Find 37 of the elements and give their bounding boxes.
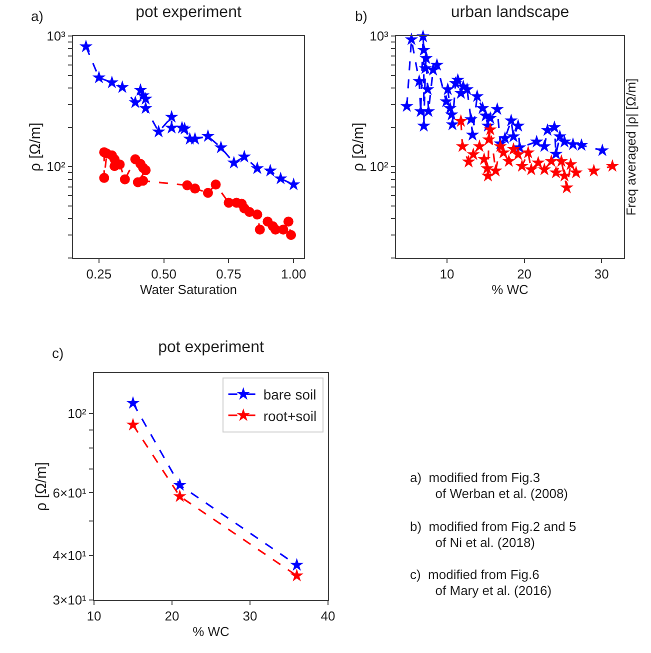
x-tick-label: 0.25 [86, 266, 112, 282]
y-axis-title: ρ [Ω/m] [350, 122, 367, 172]
x-tick-label: 10 [86, 608, 102, 624]
text: b) [355, 8, 368, 24]
x-tick-label: 0.75 [216, 266, 242, 282]
chart-title: pot experiment [136, 4, 242, 22]
x-tick-label: 20 [164, 608, 180, 624]
chart-title: pot experiment [158, 339, 264, 356]
x-axis-title: % WC [192, 624, 230, 640]
y-tick-label: 10² [370, 159, 390, 174]
y-tick-label: 4×10¹ [52, 548, 88, 564]
text: b) modified from Fig.2 and 5 of Ni et al. (2018) [410, 518, 578, 551]
text: a) [31, 8, 44, 24]
x-tick-label: 0.50 [151, 266, 176, 282]
x-axis-title: % WC [492, 282, 528, 298]
y-tick-label: 10³ [370, 28, 390, 44]
y2-axis-title: Freq averaged |ρ| [Ω/m] [624, 78, 639, 216]
y-tick-label: 10² [46, 159, 66, 174]
x-tick-label: 10 [440, 266, 454, 282]
x-tick-label: 1.00 [280, 266, 306, 282]
legend-label: root+soil [263, 408, 317, 424]
x-tick-label: 30 [594, 266, 609, 282]
y-axis-title: ρ [Ω/m] [33, 462, 50, 511]
y-tick-label: 10³ [46, 28, 66, 44]
y-axis-title: ρ [Ω/m] [26, 122, 44, 172]
y-tick-label: 6×10¹ [52, 485, 88, 500]
y-tick-label: 3×10¹ [52, 592, 88, 608]
x-tick-label: 20 [517, 266, 532, 282]
legend-label: bare soil [263, 386, 316, 403]
x-axis-title: Water Saturation [140, 282, 238, 298]
text: c) [52, 345, 64, 361]
text: c) modified from Fig.6 of Mary et al. (2016) [410, 567, 553, 600]
text: a) modified from Fig.3 of Werban et al. (2008) [410, 470, 570, 502]
chart-title: urban landscape [450, 4, 570, 22]
x-tick-label: 30 [242, 608, 258, 624]
y-tick-label: 10² [68, 406, 88, 422]
x-tick-label: 40 [320, 608, 336, 624]
